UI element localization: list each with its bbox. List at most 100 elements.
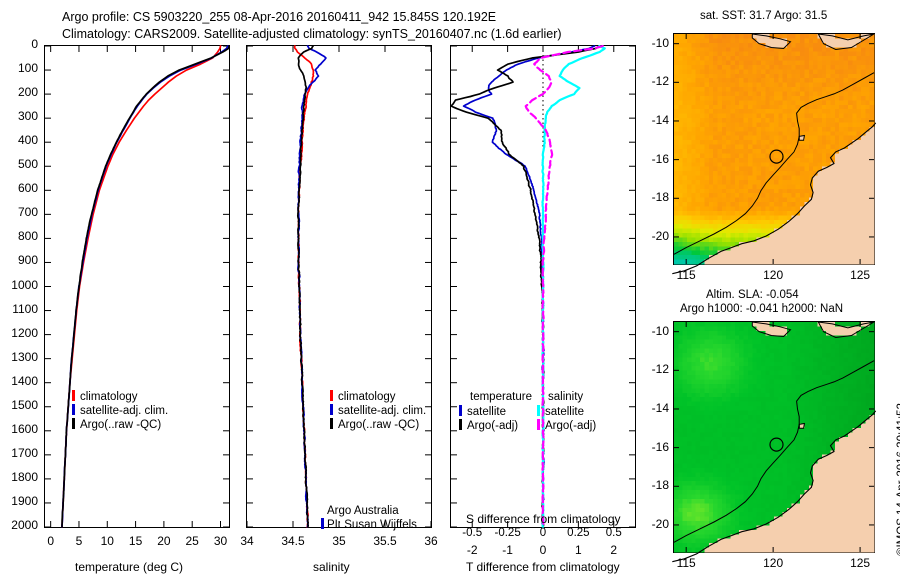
temperature-tick-label: 30: [213, 534, 228, 548]
legend-label-climatology: climatology: [338, 391, 396, 403]
sla-map-canvas: [672, 321, 877, 563]
legend-swatch-temp-satellite: [459, 404, 462, 416]
temperature-plot: [45, 45, 230, 528]
sst-map-title: sat. SST: 31.7 Argo: 31.5: [700, 10, 828, 22]
t-difference-tick-label: 0: [539, 543, 547, 557]
salinity-tick-label: 34.5: [281, 534, 305, 548]
salinity-tick-label: 35.5: [373, 534, 397, 548]
difference-t-axis-label: T difference from climatology: [466, 560, 620, 574]
copyright-label: ©IMOS 14-Apr-2016 20:41:52: [896, 403, 900, 556]
legend-swatch-climatology: [72, 390, 75, 401]
legend-item-argo: Argo(..raw -QC): [330, 418, 426, 432]
depth-tick-label: 900: [17, 253, 38, 268]
footer-line-pi: PI: Susan Wijffels: [321, 518, 417, 532]
map-lat-tick-label: -16: [651, 439, 669, 454]
map-lat-tick-label: -10: [651, 323, 669, 338]
depth-tick-label: 300: [17, 109, 38, 124]
legend-item-satellite-adj: satellite-adj. clim.: [72, 404, 168, 418]
legend-item-sal-satellite: satellite: [537, 404, 596, 418]
map-lat-tick-label: -12: [651, 74, 669, 89]
difference-plot: [450, 44, 635, 529]
temperature-tick-label: 15: [128, 534, 143, 548]
temperature-axis-label: temperature (deg C): [75, 560, 184, 574]
depth-tick-label: 1300: [11, 349, 38, 364]
depth-tick-label: 600: [17, 181, 38, 196]
s-difference-tick-label: 0.25: [567, 527, 590, 539]
map-lat-tick-label: -20: [651, 516, 669, 531]
t-difference-tick-label: -1: [502, 543, 513, 557]
map-lat-tick-label: -14: [651, 112, 669, 127]
legend-item-climatology: climatology: [330, 390, 426, 404]
map-lon-tick-label: 125: [850, 268, 871, 282]
difference-s-axis-label: S difference from climatology: [466, 512, 621, 526]
legend-label-satellite-adj: satellite-adj. clim.: [80, 405, 169, 417]
t-difference-tick-label: 1: [575, 543, 582, 557]
depth-tick-label: 1100: [12, 301, 38, 316]
legend-item-temp-satellite: satellite: [459, 404, 548, 418]
sla-map-title-line1: Altim. SLA: -0.054: [706, 289, 799, 301]
temperature-tick-label: 0: [47, 534, 54, 548]
legend-col-title-temperature: temperature: [470, 391, 533, 403]
legend-label-sal-argo: Argo(-adj): [545, 419, 597, 432]
t-difference-tick-label: 2: [610, 543, 618, 557]
depth-tick-label: 1400: [11, 373, 38, 388]
page-title-line1: Argo profile: CS 5903220_255 08-Apr-2016…: [62, 10, 497, 24]
depth-tick-label: 1800: [11, 469, 38, 484]
page-title-line2: Climatology: CARS2009. Satellite-adjuste…: [62, 27, 562, 41]
t-difference-tick-label: -2: [466, 543, 478, 557]
depth-tick-label: 1900: [11, 493, 38, 508]
depth-tick-label: 2000: [11, 518, 38, 532]
temperature-panel: [44, 45, 230, 528]
legend-label-argo: Argo(..raw -QC): [80, 419, 162, 431]
legend-item-argo: Argo(..raw -QC): [72, 418, 168, 432]
map-lat-tick-label: -12: [651, 362, 669, 377]
footer-swatch: [321, 518, 324, 529]
s-difference-tick-label: 0.5: [605, 527, 622, 539]
legend-item-temp-argo: Argo(-adj): [459, 418, 548, 432]
map-lon-tick-label: 120: [763, 556, 784, 570]
legend-swatch-sal-satellite: [537, 404, 541, 416]
legend-label-sal-satellite: satellite: [545, 405, 585, 418]
map-lon-tick-label: 115: [676, 556, 696, 570]
salinity-axis-label: salinity: [313, 560, 350, 574]
legend-item-satellite-adj: satellite-adj. clim.: [330, 404, 426, 418]
sst-map: [672, 33, 877, 275]
temperature-tick-label: 10: [100, 534, 114, 548]
legend-label-temp-satellite: satellite: [467, 405, 506, 418]
map-lat-tick-label: -10: [651, 35, 669, 50]
salinity-footer: Argo Australia PI: Susan Wijffels: [321, 504, 417, 532]
map-lon-tick-label: 120: [763, 268, 784, 282]
difference-panel: [450, 44, 636, 529]
salinity-plot: [246, 45, 432, 528]
depth-tick-label: 400: [17, 133, 38, 148]
legend-col-title-salinity: salinity: [548, 391, 584, 403]
legend-swatch-argo: [330, 418, 333, 429]
sst-map-canvas: [672, 33, 877, 275]
map-lon-tick-label: 125: [850, 556, 871, 570]
difference-legend: temperature salinity satellite satellite…: [459, 390, 597, 432]
legend-swatch-climatology: [330, 390, 333, 401]
footer-pi-label: PI: Susan Wijffels: [327, 519, 417, 531]
legend-item-climatology: climatology: [72, 390, 168, 404]
salinity-tick-label: 36: [424, 534, 438, 548]
footer-line-org: Argo Australia: [327, 504, 417, 518]
temperature-tick-label: 5: [75, 534, 83, 548]
s-difference-tick-label: -0.5: [462, 527, 483, 539]
map-lat-tick-label: -18: [651, 478, 669, 493]
depth-tick-label: 1600: [11, 421, 38, 436]
depth-tick-label: 700: [17, 205, 38, 220]
temperature-tick-label: 25: [185, 534, 199, 548]
depth-tick-label: 1500: [11, 397, 38, 412]
depth-tick-label: 0: [31, 37, 38, 51]
legend-swatch-temp-argo: [459, 418, 462, 430]
map-lat-tick-label: -20: [651, 228, 669, 243]
salinity-tick-label: 34: [240, 534, 254, 548]
